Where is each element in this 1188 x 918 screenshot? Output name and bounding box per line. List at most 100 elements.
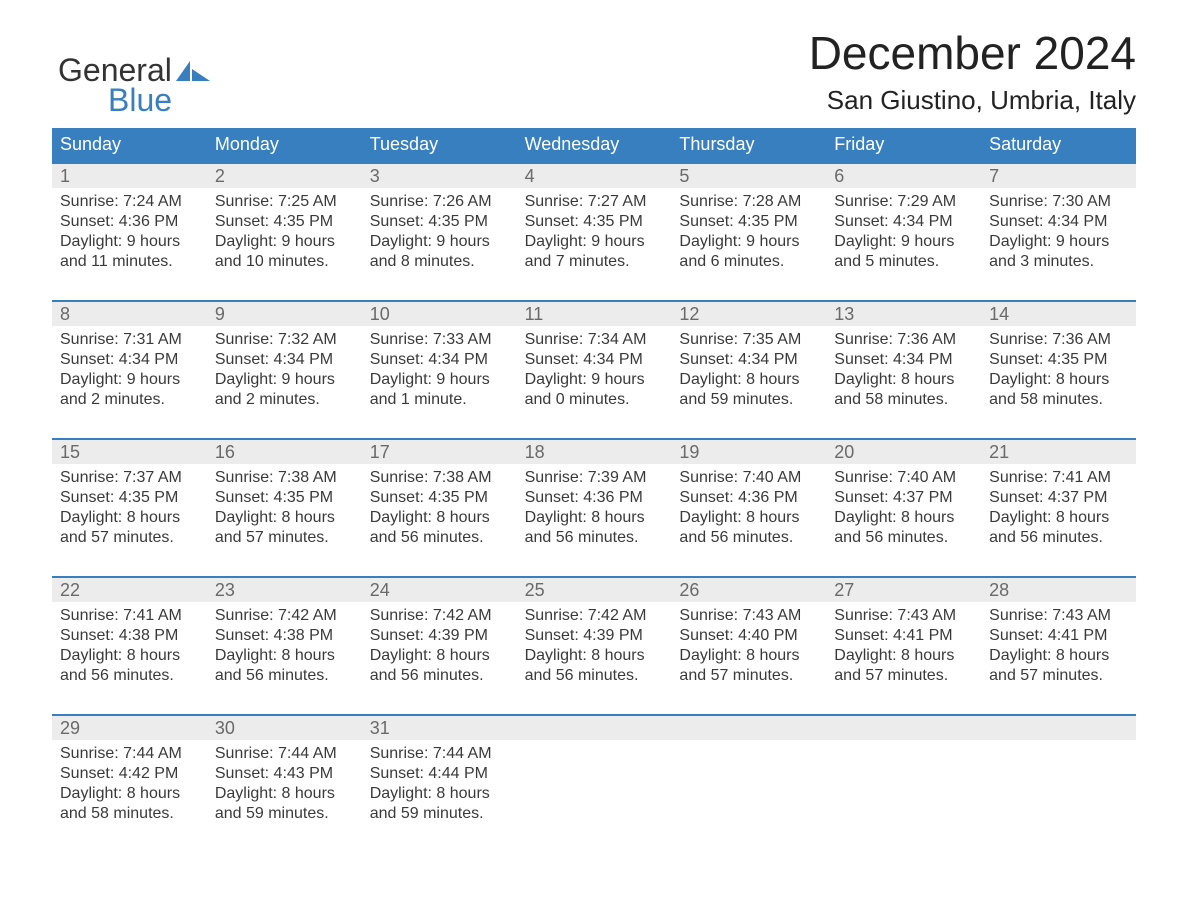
day-cell: Sunrise: 7:26 AMSunset: 4:35 PMDaylight:… [362,188,517,292]
daylight-line: Daylight: 9 hours and 3 minutes. [989,232,1128,272]
day-cell: Sunrise: 7:38 AMSunset: 4:35 PMDaylight:… [207,464,362,568]
day-cell: Sunrise: 7:39 AMSunset: 4:36 PMDaylight:… [517,464,672,568]
daylight-line: Daylight: 8 hours and 59 minutes. [679,370,818,410]
day-number: 12 [671,302,826,326]
day-cell: Sunrise: 7:30 AMSunset: 4:34 PMDaylight:… [981,188,1136,292]
day-number: 8 [52,302,207,326]
sunrise-line: Sunrise: 7:43 AM [679,606,818,626]
sunset-line: Sunset: 4:34 PM [60,350,199,370]
sunset-line: Sunset: 4:34 PM [834,350,973,370]
daylight-line: Daylight: 8 hours and 59 minutes. [215,784,354,824]
day-cell: Sunrise: 7:36 AMSunset: 4:35 PMDaylight:… [981,326,1136,430]
week-row: 891011121314Sunrise: 7:31 AMSunset: 4:34… [52,300,1136,430]
sunset-line: Sunset: 4:38 PM [215,626,354,646]
calendar: Sunday Monday Tuesday Wednesday Thursday… [52,128,1136,844]
day-cell: Sunrise: 7:38 AMSunset: 4:35 PMDaylight:… [362,464,517,568]
sunrise-line: Sunrise: 7:44 AM [370,744,509,764]
logo: General Blue [52,55,212,116]
week-row: 22232425262728Sunrise: 7:41 AMSunset: 4:… [52,576,1136,706]
dow-sunday: Sunday [52,134,207,155]
sunset-line: Sunset: 4:42 PM [60,764,199,784]
day-number [826,716,981,740]
dow-tuesday: Tuesday [362,134,517,155]
sunset-line: Sunset: 4:36 PM [60,212,199,232]
sunset-line: Sunset: 4:34 PM [834,212,973,232]
day-number: 2 [207,164,362,188]
daylight-line: Daylight: 8 hours and 59 minutes. [370,784,509,824]
logo-word-blue: Blue [58,85,212,115]
day-cell: Sunrise: 7:33 AMSunset: 4:34 PMDaylight:… [362,326,517,430]
day-cell: Sunrise: 7:36 AMSunset: 4:34 PMDaylight:… [826,326,981,430]
day-number: 30 [207,716,362,740]
dow-friday: Friday [826,134,981,155]
daylight-line: Daylight: 8 hours and 56 minutes. [834,508,973,548]
sunrise-line: Sunrise: 7:44 AM [60,744,199,764]
day-number [981,716,1136,740]
sunrise-line: Sunrise: 7:40 AM [834,468,973,488]
week-row: 293031Sunrise: 7:44 AMSunset: 4:42 PMDay… [52,714,1136,844]
sunrise-line: Sunrise: 7:27 AM [525,192,664,212]
sunrise-line: Sunrise: 7:29 AM [834,192,973,212]
sunset-line: Sunset: 4:36 PM [525,488,664,508]
sunrise-line: Sunrise: 7:43 AM [989,606,1128,626]
logo-text: General Blue [58,55,212,116]
day-cell: Sunrise: 7:43 AMSunset: 4:40 PMDaylight:… [671,602,826,706]
daylight-line: Daylight: 8 hours and 58 minutes. [989,370,1128,410]
day-cell: Sunrise: 7:27 AMSunset: 4:35 PMDaylight:… [517,188,672,292]
sunset-line: Sunset: 4:34 PM [679,350,818,370]
daylight-line: Daylight: 9 hours and 8 minutes. [370,232,509,272]
sunrise-line: Sunrise: 7:42 AM [215,606,354,626]
day-number: 20 [826,440,981,464]
day-number: 27 [826,578,981,602]
day-number-row: 891011121314 [52,302,1136,326]
day-cell [826,740,981,844]
day-cell: Sunrise: 7:43 AMSunset: 4:41 PMDaylight:… [981,602,1136,706]
daylight-line: Daylight: 8 hours and 56 minutes. [525,646,664,686]
daylight-line: Daylight: 9 hours and 6 minutes. [679,232,818,272]
logo-sails-icon [176,55,212,85]
daylight-line: Daylight: 8 hours and 57 minutes. [679,646,818,686]
dow-saturday: Saturday [981,134,1136,155]
sunrise-line: Sunrise: 7:25 AM [215,192,354,212]
day-cell: Sunrise: 7:44 AMSunset: 4:43 PMDaylight:… [207,740,362,844]
sunrise-line: Sunrise: 7:44 AM [215,744,354,764]
page-subtitle: San Giustino, Umbria, Italy [809,85,1136,116]
dow-thursday: Thursday [671,134,826,155]
day-cell: Sunrise: 7:35 AMSunset: 4:34 PMDaylight:… [671,326,826,430]
day-number: 11 [517,302,672,326]
sunset-line: Sunset: 4:35 PM [215,212,354,232]
day-number [671,716,826,740]
day-cell: Sunrise: 7:32 AMSunset: 4:34 PMDaylight:… [207,326,362,430]
daylight-line: Daylight: 8 hours and 56 minutes. [679,508,818,548]
sunrise-line: Sunrise: 7:41 AM [989,468,1128,488]
daylight-line: Daylight: 9 hours and 0 minutes. [525,370,664,410]
day-cell: Sunrise: 7:44 AMSunset: 4:44 PMDaylight:… [362,740,517,844]
day-number: 3 [362,164,517,188]
sunrise-line: Sunrise: 7:33 AM [370,330,509,350]
daylight-line: Daylight: 9 hours and 1 minute. [370,370,509,410]
day-number: 23 [207,578,362,602]
sunrise-line: Sunrise: 7:34 AM [525,330,664,350]
day-number: 29 [52,716,207,740]
day-cell [981,740,1136,844]
day-cell [671,740,826,844]
day-number: 4 [517,164,672,188]
day-number: 14 [981,302,1136,326]
day-number: 16 [207,440,362,464]
daylight-line: Daylight: 8 hours and 56 minutes. [60,646,199,686]
day-cell: Sunrise: 7:28 AMSunset: 4:35 PMDaylight:… [671,188,826,292]
page-title: December 2024 [809,28,1136,79]
day-number: 7 [981,164,1136,188]
day-cell: Sunrise: 7:42 AMSunset: 4:38 PMDaylight:… [207,602,362,706]
sunset-line: Sunset: 4:35 PM [989,350,1128,370]
day-number-row: 22232425262728 [52,578,1136,602]
sunset-line: Sunset: 4:35 PM [215,488,354,508]
day-cell [517,740,672,844]
sunrise-line: Sunrise: 7:28 AM [679,192,818,212]
page: General Blue December 2024 San Giustino,… [0,0,1188,884]
sunset-line: Sunset: 4:39 PM [370,626,509,646]
daylight-line: Daylight: 8 hours and 58 minutes. [834,370,973,410]
daylight-line: Daylight: 8 hours and 56 minutes. [370,646,509,686]
sunrise-line: Sunrise: 7:35 AM [679,330,818,350]
sunrise-line: Sunrise: 7:32 AM [215,330,354,350]
